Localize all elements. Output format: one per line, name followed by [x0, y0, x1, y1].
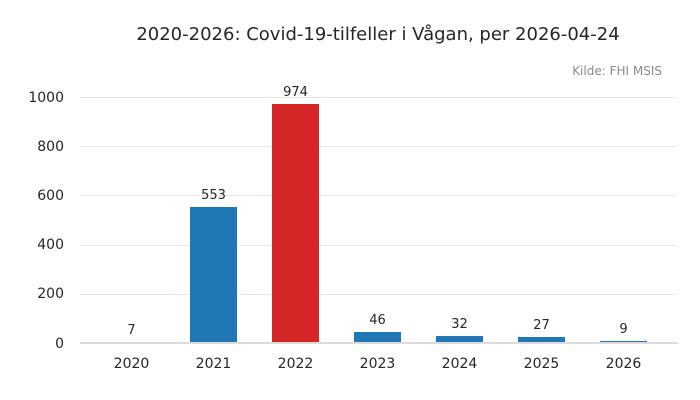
source-note: Kilde: FHI MSIS [572, 64, 662, 78]
gridline [80, 97, 676, 98]
y-tick-label: 200 [37, 286, 64, 303]
gridline [80, 146, 676, 148]
y-tick-label: 0 [55, 335, 64, 352]
y-tick-label: 400 [37, 237, 64, 254]
y-tick-label: 800 [37, 138, 64, 155]
x-tick-label: 2024 [441, 356, 478, 372]
gridline [80, 195, 676, 197]
bar-value-label: 7 [127, 322, 136, 338]
chart-title: 2020-2026: Covid-19-tilfeller i Vågan, p… [136, 24, 620, 45]
x-tick-label: 2026 [605, 356, 642, 372]
x-tick-label: 2025 [523, 356, 560, 372]
x-tick-label: 2022 [277, 356, 314, 372]
gridline [80, 293, 676, 295]
bar-2025 [518, 336, 565, 344]
x-axis-line [80, 342, 678, 344]
bar-2024 [436, 335, 483, 344]
gridline [80, 244, 676, 246]
x-tick-label: 2021 [195, 356, 232, 372]
bar-value-label: 974 [283, 84, 308, 100]
bar-value-label: 46 [369, 313, 386, 329]
bar-2021 [190, 207, 237, 344]
y-tick-label: 1000 [28, 89, 64, 106]
bar-value-label: 27 [533, 317, 550, 333]
bar-value-label: 553 [201, 188, 226, 204]
bar-value-label: 32 [451, 316, 468, 332]
bar-2022 [272, 103, 319, 344]
y-tick-label: 600 [37, 187, 64, 204]
x-tick-label: 2020 [113, 356, 150, 372]
x-tick-label: 2023 [359, 356, 396, 372]
bar-value-label: 9 [619, 322, 628, 338]
bar-2023 [354, 332, 401, 344]
